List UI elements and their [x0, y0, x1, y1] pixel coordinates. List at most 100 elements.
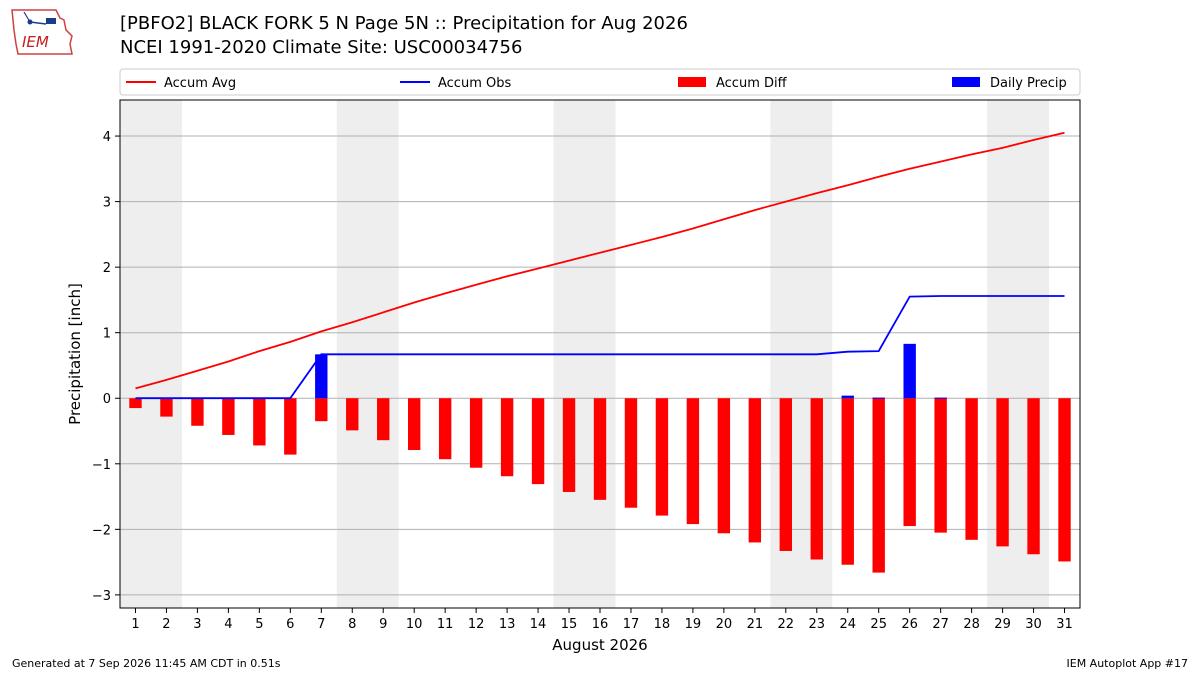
accum-diff-bar [1058, 398, 1071, 562]
accum-diff-bar [872, 398, 885, 573]
accum-avg-line [135, 131, 1065, 390]
x-tick-label: 15 [561, 617, 578, 632]
weekend-shade-0 [120, 100, 182, 608]
accum-diff-bars [129, 398, 1071, 573]
x-tick-label: 30 [1025, 617, 1042, 632]
daily-precip-bar [872, 397, 885, 399]
iem-logo: IEM [11, 9, 73, 55]
x-tick-label: 13 [499, 617, 516, 632]
accum-diff-bar [408, 398, 421, 451]
x-tick-label: 5 [255, 617, 263, 632]
accum-diff-bar [531, 398, 545, 485]
legend-label-0: Accum Avg [164, 76, 236, 91]
x-tick-label: 25 [870, 617, 887, 632]
accum-diff-bar [934, 398, 947, 533]
x-tick-label: 10 [406, 617, 423, 632]
accum-diff-bar [346, 398, 359, 431]
accum-diff-bar [377, 398, 390, 441]
y-tick-label: −3 [92, 589, 111, 604]
x-tick-label: 1 [131, 617, 139, 632]
y-tick-label: 4 [103, 130, 111, 145]
accum-diff-bar [253, 398, 266, 446]
accum-diff-bar [469, 398, 483, 468]
x-tick-label: 3 [193, 617, 201, 632]
x-tick-label: 2 [162, 617, 170, 632]
x-tick-label: 27 [932, 617, 949, 632]
x-tick-label: 4 [224, 617, 232, 632]
legend-swatch-3 [952, 77, 980, 87]
x-tick-label: 9 [379, 617, 387, 632]
accum-diff-bar [965, 398, 978, 540]
accum-diff-bar [562, 398, 576, 492]
y-tick-label: 3 [103, 196, 111, 211]
y-tick-label: −1 [92, 458, 111, 473]
app-label: IEM Autoplot App #17 [1066, 657, 1189, 670]
legend-label-2: Accum Diff [716, 76, 788, 91]
accum-diff-bar [748, 398, 762, 543]
legend-box [119, 68, 1081, 96]
accum-diff-bar [500, 398, 514, 477]
x-axis-label: August 2026 [552, 636, 647, 654]
accum-lines [135, 131, 1065, 400]
x-tick-label: 29 [994, 617, 1011, 632]
daily-precip-bar [841, 395, 854, 399]
accum-diff-bar [129, 398, 142, 409]
accum-diff-bar [593, 398, 607, 500]
daily-precip-bar [315, 354, 328, 399]
y-tick-label: 2 [103, 261, 111, 276]
accum-diff-bar [903, 398, 916, 527]
accum-diff-bar [717, 398, 731, 534]
daily-precip-bar [934, 397, 947, 399]
legend-swatch-2 [678, 77, 706, 87]
x-tick-label: 21 [747, 617, 764, 632]
accum-obs-line [135, 295, 1065, 400]
y-axis-label: Precipitation [inch] [66, 283, 84, 425]
accum-diff-bar [191, 398, 204, 426]
x-tick-label: 24 [839, 617, 856, 632]
accum-diff-bar [284, 398, 297, 455]
x-tick-label: 17 [623, 617, 640, 632]
x-tick-label: 8 [348, 617, 356, 632]
chart-title: [PBFO2] BLACK FORK 5 N Page 5N :: Precip… [120, 13, 688, 34]
daily-precip-bar [903, 343, 916, 399]
accum-diff-bar [996, 398, 1009, 547]
x-tick-label: 12 [468, 617, 485, 632]
accum-diff-bar [222, 398, 235, 435]
daily-precip-bars [315, 343, 947, 399]
x-tick-label: 28 [963, 617, 980, 632]
x-tick-label: 18 [654, 617, 671, 632]
x-tick-label: 11 [437, 617, 454, 632]
accum-diff-bar [438, 398, 452, 460]
legend-label-3: Daily Precip [990, 76, 1067, 91]
legend-label-1: Accum Obs [438, 76, 511, 91]
chart-subtitle: NCEI 1991-2020 Climate Site: USC00034756 [120, 37, 523, 58]
x-tick-label: 16 [592, 617, 609, 632]
generated-timestamp: Generated at 7 Sep 2026 11:45 AM CDT in … [12, 657, 281, 670]
accum-diff-bar [810, 398, 823, 560]
accum-diff-bar [1027, 398, 1040, 555]
accum-diff-bar [686, 398, 700, 525]
accum-diff-bar [315, 398, 328, 422]
x-axis-ticks: 1 2 3 4 5 6 7 8 9 10 11 12 13 14 15 16 17 18 19 20 21 22 23 24 2… [131, 608, 1073, 632]
y-tick-label: −2 [92, 523, 111, 538]
accum-diff-bar [841, 398, 854, 565]
x-tick-label: 7 [317, 617, 325, 632]
logo-text: IEM [22, 33, 49, 51]
accum-diff-bar [655, 398, 669, 516]
y-axis-ticks: −3 −2 −1 0 1 2 3 4 [92, 130, 120, 604]
y-tick-label: 0 [103, 392, 111, 407]
y-tick-label: 1 [103, 327, 111, 342]
accum-diff-bar [624, 398, 638, 508]
x-tick-label: 20 [716, 617, 733, 632]
x-tick-label: 22 [778, 617, 795, 632]
x-tick-label: 6 [286, 617, 294, 632]
x-tick-label: 31 [1056, 617, 1073, 632]
x-tick-label: 14 [530, 617, 547, 632]
x-tick-label: 23 [809, 617, 826, 632]
x-tick-label: 26 [901, 617, 918, 632]
x-tick-label: 19 [685, 617, 702, 632]
accum-diff-bar [779, 398, 792, 551]
legend: Accum Avg Accum Obs Accum Diff Daily Precip [119, 68, 1081, 96]
accum-diff-bar [160, 398, 173, 417]
